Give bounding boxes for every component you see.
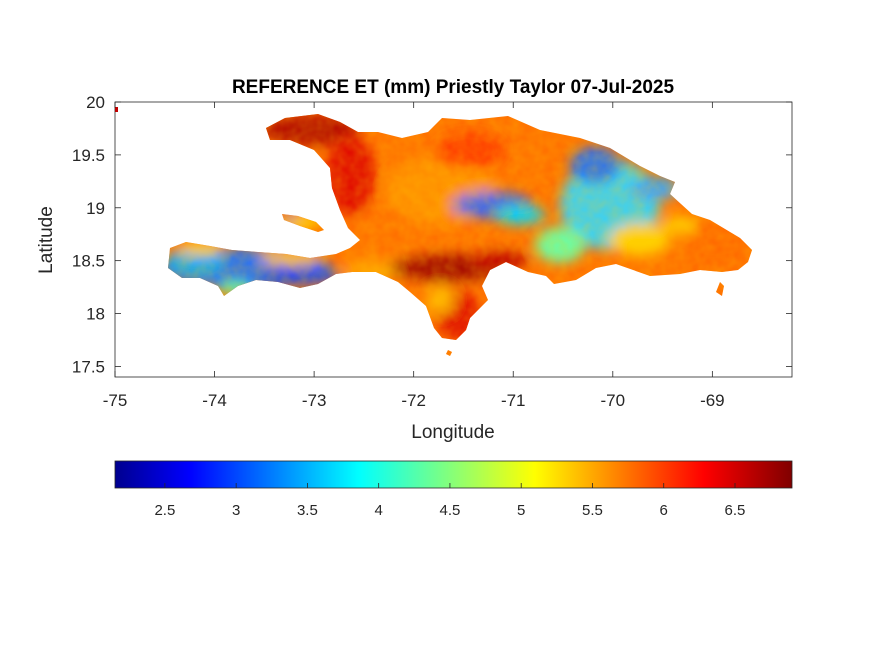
x-tick-label: -73: [302, 391, 327, 410]
y-tick-label: 19.5: [72, 146, 105, 165]
x-tick-label: -69: [700, 391, 725, 410]
colorbar-tick-label: 6.5: [725, 502, 746, 519]
map-title: REFERENCE ET (mm) Priestly Taylor 07-Jul…: [232, 77, 674, 98]
colorbar-tick-label: 5: [517, 502, 525, 519]
x-tick-label: -75: [103, 391, 128, 410]
y-tick-label: 17.5: [72, 357, 105, 376]
colorbar-tick-label: 6: [660, 502, 668, 519]
y-tick-label: 19: [86, 199, 105, 218]
corner-speck: [115, 107, 118, 112]
y-axis-label: Latitude: [36, 206, 57, 274]
colorbar: [114, 460, 793, 489]
x-tick-label: -74: [202, 391, 227, 410]
colorbar-tick-label: 3: [232, 502, 240, 519]
colorbar-tick-label: 4: [375, 502, 383, 519]
x-axis-label: Longitude: [411, 422, 494, 443]
x-tick-label: -70: [601, 391, 626, 410]
colorbar-tick-label: 3.5: [297, 502, 318, 519]
colorbar-tick-label: 5.5: [582, 502, 603, 519]
x-tick-label: -71: [501, 391, 526, 410]
x-axis-ticks: -75 -74 -73 -72 -71 -70 -69: [103, 102, 725, 410]
colorbar-tick-label: 2.5: [154, 502, 175, 519]
y-tick-label: 18: [86, 305, 105, 324]
colorbar-ticks: 2.5 3 3.5 4 4.5 5 5.5 6 6.5: [154, 483, 745, 519]
y-axis-ticks: 20 19.5 19 18.5 18 17.5: [72, 93, 792, 376]
x-tick-label: -72: [401, 391, 426, 410]
y-tick-label: 20: [86, 93, 105, 112]
y-tick-label: 18.5: [72, 252, 105, 271]
colorbar-tick-label: 4.5: [440, 502, 461, 519]
